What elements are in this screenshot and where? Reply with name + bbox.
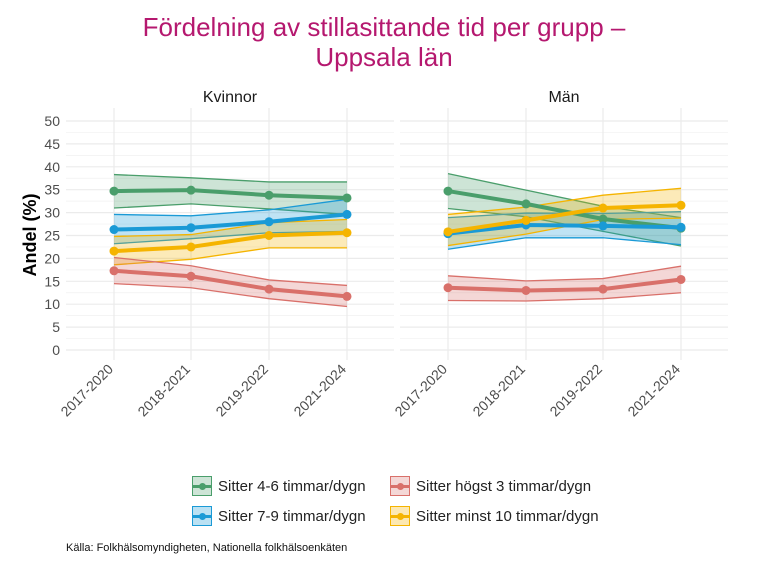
x-tick-label: 2017-2020: [391, 361, 450, 420]
data-point-s79: [342, 209, 352, 219]
data-point-s10: [342, 228, 352, 238]
y-tick-label: 40: [44, 159, 60, 175]
y-tick-label: 0: [52, 342, 60, 358]
x-tick-label: 2019-2022: [212, 361, 271, 420]
chart-title-line-1: Fördelning av stillasittande tid per gru…: [142, 12, 626, 42]
data-point-s3: [109, 266, 119, 276]
data-point-s3: [264, 284, 274, 294]
ci-lower-s3: [447, 292, 682, 302]
data-point-s46: [264, 190, 274, 200]
data-point-s3: [443, 283, 453, 293]
y-tick-label: 45: [44, 136, 60, 152]
legend-item-s10: Sitter minst 10 timmar/dygn: [390, 506, 599, 526]
y-tick-label: 10: [44, 296, 60, 312]
y-tick-label: 25: [44, 228, 60, 244]
ci-ribbon-s79: [114, 199, 347, 244]
panel-title-1: Män: [548, 89, 579, 106]
source-caption: Källa: Folkhälsomyndigheten, Nationella …: [66, 542, 348, 554]
legend-label-s10: Sitter minst 10 timmar/dygn: [416, 507, 599, 525]
ci-lower-s79: [113, 230, 348, 245]
data-point-s10: [186, 242, 196, 252]
data-point-s79: [109, 225, 119, 235]
data-point-s10: [264, 231, 274, 240]
data-point-s3: [521, 285, 531, 295]
legend-key-s79: [192, 506, 212, 526]
data-point-s3: [186, 271, 196, 281]
data-point-s10: [443, 227, 453, 237]
data-point-s79: [598, 221, 608, 231]
ci-upper-s46: [113, 173, 347, 183]
data-point-s46: [521, 199, 531, 209]
legend-key-s46: [192, 476, 212, 496]
data-point-s46: [443, 186, 453, 196]
panel-title-0: Kvinnor: [203, 89, 258, 106]
data-point-s46: [342, 193, 352, 203]
series-line-s46: [113, 188, 348, 200]
y-tick-label: 35: [44, 182, 60, 198]
x-tick-label: 2017-2020: [57, 361, 116, 420]
series-line-s79: [113, 212, 348, 232]
data-point-s3: [598, 284, 608, 294]
legend-key-s10: [390, 506, 410, 526]
series-line-s46: [447, 189, 682, 231]
legend-label-s46: Sitter 4-6 timmar/dygn: [218, 477, 366, 495]
data-point-s79: [676, 222, 686, 232]
data-point-s10: [521, 215, 531, 225]
data-point-s46: [186, 185, 196, 195]
data-point-s79: [186, 223, 196, 233]
series-line-s3: [113, 268, 348, 299]
y-tick-label: 5: [52, 319, 60, 335]
ci-upper-s3: [447, 265, 682, 282]
series-line-s10: [447, 203, 682, 234]
data-point-s3: [342, 291, 352, 301]
legend-label-s3: Sitter högst 3 timmar/dygn: [416, 477, 592, 495]
y-tick-label: 50: [44, 113, 60, 129]
x-tick-label: 2021-2024: [624, 361, 683, 420]
legend-key-s3: [390, 476, 410, 496]
ci-upper-s46: [447, 173, 682, 219]
series-line-s79: [447, 222, 682, 236]
data-point-s46: [109, 186, 119, 196]
ci-lower-s79: [447, 237, 682, 250]
legend-label-s79: Sitter 7-9 timmar/dygn: [218, 507, 366, 525]
series-line-s10: [113, 230, 348, 254]
x-tick-label: 2018-2021: [469, 361, 528, 420]
ci-lower-s46: [113, 203, 348, 216]
data-point-s79: [264, 217, 274, 227]
legend-item-s79: Sitter 7-9 timmar/dygn: [192, 506, 366, 526]
y-tick-label: 30: [44, 205, 60, 221]
data-point-s10: [109, 246, 119, 256]
ci-upper-s10: [113, 218, 348, 238]
legend-item-s3: Sitter högst 3 timmar/dygn: [390, 476, 591, 496]
y-tick-label: 20: [44, 250, 60, 266]
x-tick-label: 2019-2022: [546, 361, 605, 420]
data-point-s10: [598, 203, 608, 213]
series-line-s3: [447, 277, 682, 293]
x-tick-label: 2018-2021: [134, 361, 193, 420]
ci-ribbon-s3: [448, 266, 681, 301]
chart-title-line-2: Uppsala län: [315, 42, 453, 72]
y-axis-label: Andel (%): [20, 193, 40, 276]
chart-title: Fördelning av stillasittande tid per gru…: [0, 12, 768, 72]
data-point-s10: [676, 200, 686, 210]
ci-upper-s3: [113, 256, 348, 287]
y-tick-label: 15: [44, 273, 60, 289]
ci-lower-s3: [113, 282, 348, 308]
ci-upper-s10: [447, 187, 682, 216]
legend-item-s46: Sitter 4-6 timmar/dygn: [192, 476, 366, 496]
data-point-s3: [676, 274, 686, 284]
x-tick-label: 2021-2024: [290, 361, 349, 420]
ci-ribbon-s10: [448, 188, 681, 246]
ci-upper-s79: [113, 198, 348, 217]
data-point-s46: [598, 214, 608, 224]
